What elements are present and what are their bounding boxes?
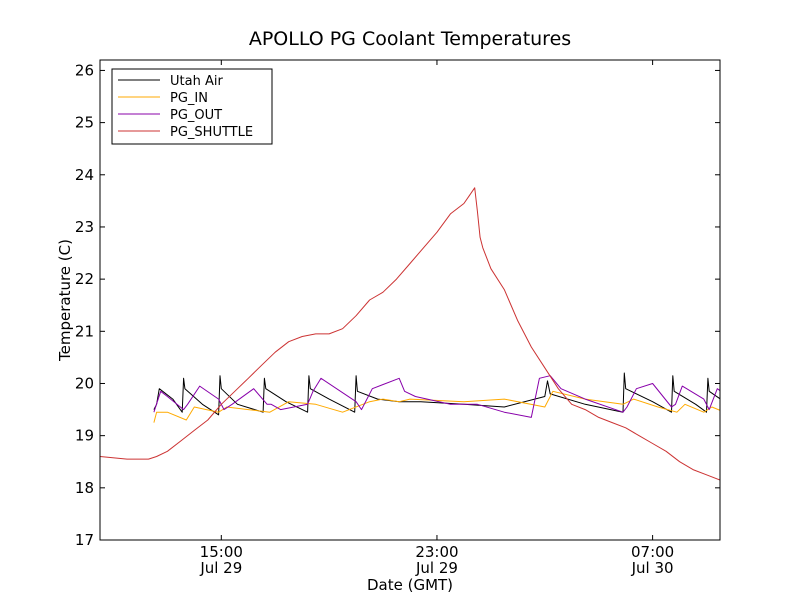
y-axis-label: Temperature (C) <box>56 239 74 362</box>
x-tick-label-time: 07:00 <box>631 543 674 561</box>
y-tick-label: 20 <box>75 374 94 392</box>
x-tick-label-date: Jul 30 <box>631 559 674 577</box>
plot-frame <box>99 59 721 541</box>
y-tick-label: 18 <box>75 479 94 497</box>
y-tick-label: 17 <box>75 531 94 549</box>
series-line-pg-out <box>153 375 720 418</box>
series-line-pg-shuttle <box>100 187 720 481</box>
y-tick-label: 25 <box>75 114 94 132</box>
y-tick-label: 23 <box>75 218 94 236</box>
x-tick-label-time: 15:00 <box>200 543 243 561</box>
x-tick-label-date: Jul 29 <box>415 559 458 577</box>
x-tick-label-time: 23:00 <box>415 543 458 561</box>
series-layer <box>100 187 720 481</box>
chart-title: APOLLO PG Coolant Temperatures <box>249 28 571 50</box>
y-tick-label: 26 <box>75 61 94 79</box>
x-axis-label: Date (GMT) <box>367 576 453 594</box>
legend-label-pg-out: PG_OUT <box>170 108 222 123</box>
y-tick-label: 22 <box>75 270 94 288</box>
x-tick-label-date: Jul 29 <box>199 559 242 577</box>
legend-label-utah-air: Utah Air <box>170 74 223 89</box>
y-tick-label: 19 <box>75 427 94 445</box>
legend-label-pg-shuttle: PG_SHUTTLE <box>170 125 253 140</box>
legend-label-pg-in: PG_IN <box>170 91 208 106</box>
y-tick-label: 21 <box>75 322 94 340</box>
series-line-pg-in <box>153 390 720 423</box>
y-tick-label: 24 <box>75 166 94 184</box>
y-axis-ticks: 17 18 19 20 21 22 23 24 25 26 <box>75 61 720 549</box>
legend: Utah Air PG_IN PG_OUT PG_SHUTTLE <box>111 68 273 145</box>
